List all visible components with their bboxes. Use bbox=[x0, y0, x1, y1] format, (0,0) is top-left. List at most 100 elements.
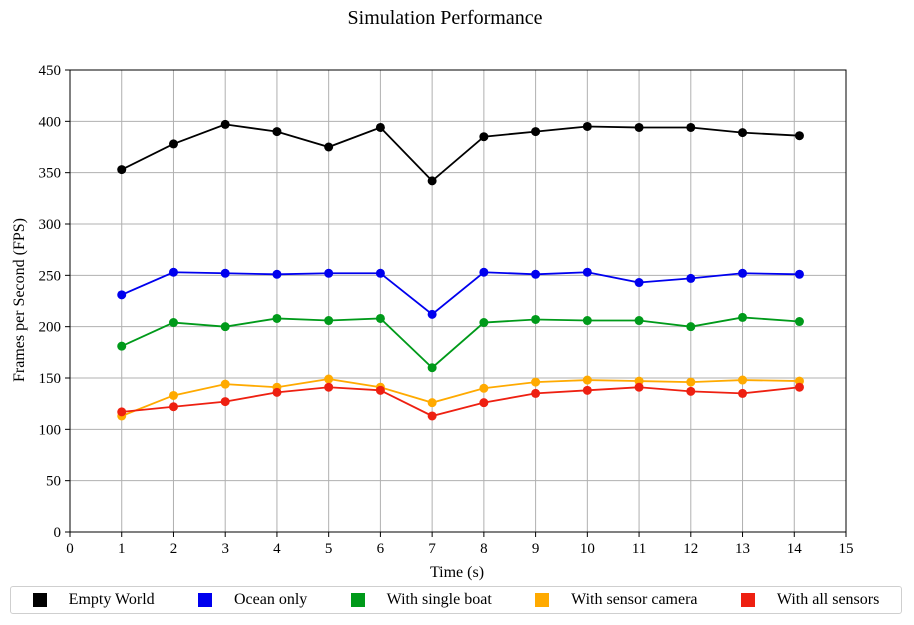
data-point-empty-world bbox=[479, 132, 489, 142]
y-tick-label: 400 bbox=[39, 114, 62, 130]
data-point-empty-world bbox=[582, 121, 592, 131]
legend-label: With sensor camera bbox=[571, 591, 698, 608]
series-line-with-single-boat bbox=[121, 316, 800, 369]
data-point-empty-world bbox=[427, 176, 437, 186]
plot-frame bbox=[69, 69, 847, 533]
data-point-ocean-only bbox=[531, 269, 541, 279]
data-point-with-single-boat bbox=[479, 318, 489, 328]
x-tick-label: 10 bbox=[580, 541, 595, 557]
data-point-ocean-only bbox=[324, 268, 334, 278]
data-point-with-all-sensors bbox=[634, 382, 644, 392]
data-point-empty-world bbox=[168, 139, 178, 149]
data-point-with-all-sensors bbox=[272, 387, 282, 397]
data-point-with-single-boat bbox=[117, 341, 127, 351]
data-point-ocean-only bbox=[794, 269, 804, 279]
series-line-with-sensor-camera bbox=[121, 378, 800, 417]
y-tick-label: 350 bbox=[39, 166, 62, 182]
series-with-sensor-camera bbox=[117, 374, 804, 421]
y-tick-label: 450 bbox=[39, 63, 62, 79]
data-point-with-sensor-camera bbox=[479, 383, 489, 393]
data-point-with-all-sensors bbox=[686, 386, 696, 396]
data-point-empty-world bbox=[272, 127, 282, 137]
data-point-with-sensor-camera bbox=[686, 377, 696, 387]
data-point-with-all-sensors bbox=[582, 385, 592, 395]
data-point-empty-world bbox=[794, 131, 804, 141]
legend-item-with-sensor-camera: With sensor camera bbox=[535, 591, 698, 609]
data-point-with-sensor-camera bbox=[531, 377, 541, 387]
data-point-ocean-only bbox=[738, 268, 748, 278]
data-point-with-sensor-camera bbox=[427, 398, 437, 408]
series-line-ocean-only bbox=[121, 271, 800, 316]
data-point-ocean-only bbox=[375, 268, 385, 278]
legend-swatch bbox=[197, 593, 212, 607]
data-point-with-sensor-camera bbox=[738, 375, 748, 385]
data-point-ocean-only bbox=[427, 309, 437, 319]
data-point-ocean-only bbox=[220, 268, 230, 278]
data-point-empty-world bbox=[686, 122, 696, 132]
data-point-empty-world bbox=[117, 165, 127, 175]
axis-ticks: 0 1 2 3 4 5 6 7 8 9 10 11 12 13 14 15050100150200250300… bbox=[39, 63, 854, 557]
data-point-with-all-sensors bbox=[738, 388, 748, 398]
legend-label: With all sensors bbox=[776, 591, 880, 608]
data-point-with-all-sensors bbox=[531, 388, 541, 398]
data-point-with-sensor-camera bbox=[582, 375, 592, 385]
x-tick-label: 5 bbox=[325, 541, 333, 557]
data-point-empty-world bbox=[634, 122, 644, 132]
series-ocean-only bbox=[117, 267, 804, 319]
chart-title: Simulation Performance bbox=[348, 7, 543, 29]
series-layer bbox=[117, 119, 804, 421]
y-tick-label: 300 bbox=[39, 217, 62, 233]
y-tick-label: 0 bbox=[54, 525, 62, 541]
series-with-all-sensors bbox=[117, 382, 804, 421]
x-tick-label: 2 bbox=[170, 541, 178, 557]
data-point-with-single-boat bbox=[375, 313, 385, 323]
y-axis-label: Frames per Second (FPS) bbox=[11, 218, 28, 382]
data-point-with-all-sensors bbox=[794, 382, 804, 392]
data-point-ocean-only bbox=[479, 267, 489, 277]
x-tick-label: 1 bbox=[118, 541, 126, 557]
legend-swatch bbox=[740, 593, 755, 607]
data-point-empty-world bbox=[531, 127, 541, 137]
data-point-ocean-only bbox=[686, 273, 696, 283]
data-point-with-all-sensors bbox=[168, 402, 178, 412]
data-point-with-all-sensors bbox=[324, 382, 334, 392]
x-tick-label: 7 bbox=[428, 541, 436, 557]
data-point-empty-world bbox=[738, 128, 748, 138]
x-tick-label: 6 bbox=[377, 541, 385, 557]
data-point-empty-world bbox=[324, 142, 334, 152]
y-tick-label: 250 bbox=[39, 268, 62, 284]
data-point-ocean-only bbox=[117, 290, 127, 300]
legend-swatch bbox=[535, 593, 550, 607]
data-point-with-single-boat bbox=[794, 317, 804, 327]
data-point-with-single-boat bbox=[582, 316, 592, 326]
y-tick-label: 50 bbox=[46, 474, 61, 490]
data-point-with-sensor-camera bbox=[168, 390, 178, 400]
x-tick-label: 11 bbox=[632, 541, 646, 557]
data-point-ocean-only bbox=[168, 267, 178, 277]
x-tick-label: 15 bbox=[839, 541, 854, 557]
data-point-with-all-sensors bbox=[427, 411, 437, 421]
data-point-with-sensor-camera bbox=[324, 374, 334, 384]
x-axis-label: Time (s) bbox=[430, 564, 484, 581]
x-tick-label: 8 bbox=[480, 541, 488, 557]
x-tick-label: 3 bbox=[221, 541, 229, 557]
legend-item-with-single-boat: With single boat bbox=[350, 591, 492, 609]
x-tick-label: 9 bbox=[532, 541, 540, 557]
data-point-with-sensor-camera bbox=[794, 376, 804, 386]
data-point-with-single-boat bbox=[531, 314, 541, 324]
data-point-with-all-sensors bbox=[117, 407, 127, 417]
legend-label: Ocean only bbox=[233, 591, 308, 608]
series-line-with-all-sensors bbox=[121, 386, 800, 417]
x-tick-label: 14 bbox=[787, 541, 803, 557]
data-point-ocean-only bbox=[272, 269, 282, 279]
legend-swatch bbox=[32, 593, 47, 607]
legend: Empty World Ocean only With single boat Wit… bbox=[10, 586, 902, 614]
x-tick-label: 13 bbox=[735, 541, 750, 557]
x-tick-label: 12 bbox=[683, 541, 698, 557]
series-empty-world bbox=[117, 119, 804, 186]
series-line-empty-world bbox=[121, 123, 800, 183]
legend-item-ocean-only: Ocean only bbox=[197, 591, 308, 609]
data-point-with-sensor-camera bbox=[220, 379, 230, 389]
data-point-with-all-sensors bbox=[479, 398, 489, 408]
legend-item-empty-world: Empty World bbox=[32, 591, 155, 609]
